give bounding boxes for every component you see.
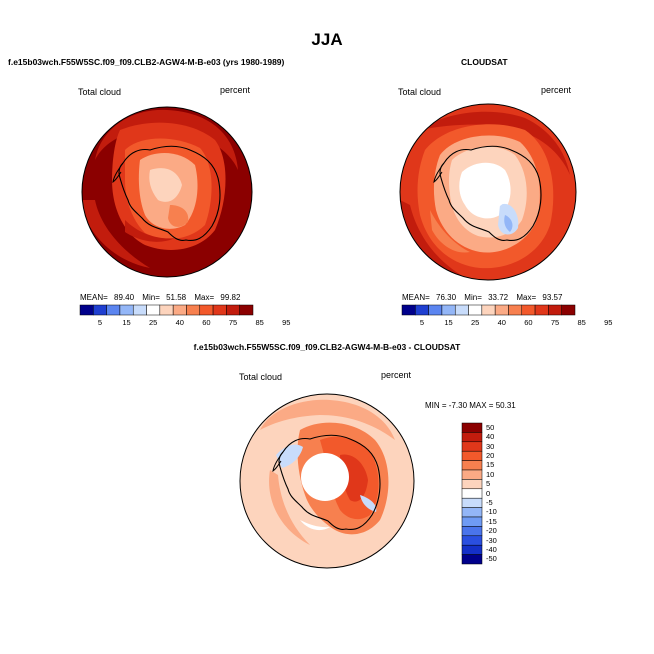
diff-panel-title: f.e15b03wch.F55W5SC.f09_f09.CLB2-AGW4-M-… bbox=[193, 342, 461, 352]
model-colorbar-tick: 60 bbox=[202, 318, 211, 327]
model-coastline bbox=[118, 145, 221, 242]
diff-colorbar-tick: -30 bbox=[486, 535, 497, 545]
model-colorbar-tick: 15 bbox=[122, 318, 131, 327]
model-mean-value: 89.40 bbox=[114, 293, 135, 302]
model-colorbar-ticks: 5 15 25 40 60 75 85 95 bbox=[80, 318, 291, 328]
diff-colorbar-box bbox=[461, 497, 483, 508]
obs-units-label: percent bbox=[541, 85, 572, 95]
model-colorbar-tick: 25 bbox=[149, 318, 158, 327]
model-stats: MEAN= 89.40 Min= 51.58 Max= 99.82 bbox=[80, 293, 240, 302]
diff-colorbar-box bbox=[461, 460, 483, 471]
diff-colorbar-tick: 5 bbox=[486, 479, 491, 489]
obs-max-value: 93.57 bbox=[542, 293, 563, 302]
obs-mean-value: 76.30 bbox=[436, 293, 457, 302]
diff-colorbar-box bbox=[461, 488, 483, 499]
diff-colorbar-tick: -50 bbox=[486, 554, 497, 564]
model-max-label: Max= bbox=[194, 293, 215, 302]
diff-coastline bbox=[278, 434, 381, 531]
diff-stats: MIN = -7.30 MAX = 50.31 bbox=[425, 401, 516, 410]
obs-colorbar-tick: 15 bbox=[444, 318, 453, 327]
obs-map-border bbox=[399, 103, 577, 281]
diff-colorbar bbox=[461, 422, 483, 565]
diff-colorbar-box bbox=[461, 544, 483, 555]
diff-colorbar-box bbox=[461, 432, 483, 443]
model-colorbar-box bbox=[239, 304, 254, 316]
diff-map-border bbox=[239, 393, 415, 569]
obs-colorbar-tick: 75 bbox=[550, 318, 560, 327]
model-colorbar-tick: 40 bbox=[175, 318, 184, 327]
diff-colorbar-box bbox=[461, 535, 483, 546]
model-units-label: percent bbox=[220, 85, 251, 95]
obs-colorbar-tick: 60 bbox=[524, 318, 533, 327]
model-colorbar-tick: 5 bbox=[97, 318, 103, 327]
diff-colorbar-tick: -40 bbox=[486, 544, 497, 554]
diff-colorbar-box bbox=[461, 422, 483, 433]
diff-colorbar-tick: 15 bbox=[486, 460, 495, 470]
model-colorbar-tick: 85 bbox=[255, 318, 264, 327]
diff-colorbar-box bbox=[461, 507, 483, 518]
obs-colorbar-tick: 25 bbox=[471, 318, 480, 327]
model-mean-label: MEAN= bbox=[80, 293, 108, 302]
obs-colorbar-tick: 40 bbox=[497, 318, 506, 327]
diff-colorbar-box bbox=[461, 479, 483, 490]
obs-colorbar-box bbox=[561, 304, 576, 316]
model-min-label: Min= bbox=[142, 293, 160, 302]
obs-mean-label: MEAN= bbox=[402, 293, 430, 302]
diff-colorbar-box bbox=[461, 516, 483, 527]
diff-colorbar-tick: 10 bbox=[486, 469, 495, 479]
diff-colorbar-box bbox=[461, 554, 483, 565]
model-panel-title: f.e15b03wch.F55W5SC.f09_f09.CLB2-AGW4-M-… bbox=[8, 57, 285, 67]
obs-variable-label: Total cloud bbox=[398, 87, 442, 97]
obs-min-label: Min= bbox=[464, 293, 482, 302]
diff-colorbar-box bbox=[461, 469, 483, 480]
model-colorbar-tick: 95 bbox=[282, 318, 291, 327]
obs-missing-data-cap bbox=[464, 164, 510, 210]
diff-units-label: percent bbox=[381, 370, 412, 380]
diff-colorbar-tick: 50 bbox=[486, 422, 495, 432]
obs-max-label: Max= bbox=[516, 293, 537, 302]
obs-colorbar-ticks: 5 15 25 40 60 75 85 95 bbox=[402, 318, 613, 328]
diff-colorbar-tick: -15 bbox=[486, 516, 497, 526]
diff-colorbar-tick: 20 bbox=[486, 450, 495, 460]
obs-panel-title: CLOUDSAT bbox=[461, 57, 508, 67]
model-max-value: 99.82 bbox=[220, 293, 241, 302]
obs-colorbar-tick: 95 bbox=[604, 318, 613, 327]
model-min-value: 51.58 bbox=[166, 293, 187, 302]
obs-colorbar bbox=[401, 304, 576, 316]
diff-colorbar-box bbox=[461, 441, 483, 452]
model-colorbar bbox=[79, 304, 254, 316]
diff-colorbar-ticks: 50 40 30 20 15 10 5 0 -5 -10 -15 -20 -30 -40 -50 bbox=[486, 423, 516, 564]
diff-colorbar-tick: 30 bbox=[486, 441, 495, 451]
obs-coastline bbox=[439, 145, 542, 242]
diff-colorbar-tick: -5 bbox=[486, 497, 493, 507]
diff-colorbar-tick: 0 bbox=[486, 488, 491, 498]
obs-min-value: 33.72 bbox=[488, 293, 509, 302]
obs-colorbar-tick: 5 bbox=[419, 318, 425, 327]
diff-colorbar-box bbox=[461, 526, 483, 537]
model-colorbar-tick: 75 bbox=[228, 318, 238, 327]
diff-missing-data-cap bbox=[301, 453, 349, 501]
model-variable-label: Total cloud bbox=[78, 87, 122, 97]
obs-colorbar-tick: 85 bbox=[577, 318, 586, 327]
figure-title: JJA bbox=[311, 30, 343, 49]
diff-colorbar-box bbox=[461, 450, 483, 461]
obs-stats: MEAN= 76.30 Min= 33.72 Max= 93.57 bbox=[402, 293, 562, 302]
diff-colorbar-tick: -10 bbox=[486, 507, 497, 517]
diff-colorbar-tick: 40 bbox=[486, 432, 495, 442]
diff-colorbar-tick: -20 bbox=[486, 526, 497, 536]
diff-variable-label: Total cloud bbox=[239, 372, 283, 382]
model-map-border bbox=[81, 106, 253, 278]
